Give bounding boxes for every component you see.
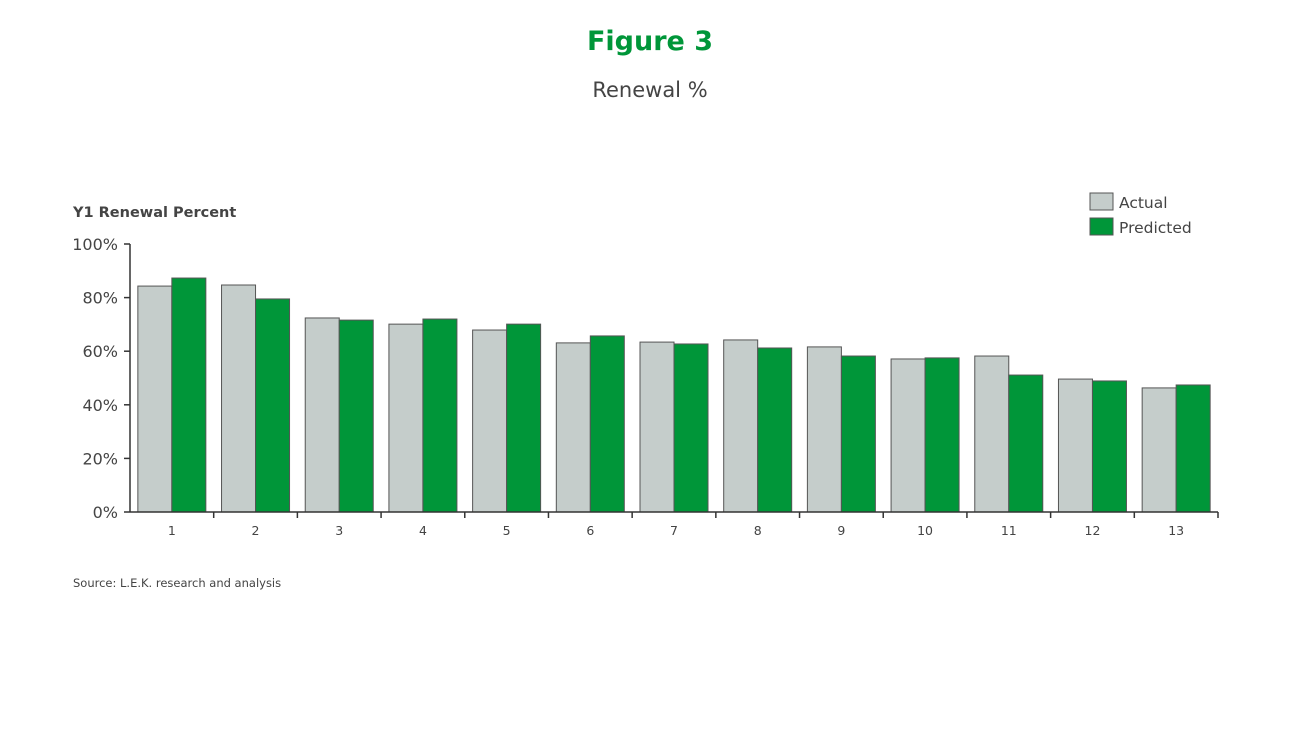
x-tick-label: 4 xyxy=(419,523,427,538)
y-axis-label: Y1 Renewal Percent xyxy=(72,205,236,221)
source-note: Source: L.E.K. research and analysis xyxy=(73,576,282,590)
bar-predicted xyxy=(1008,374,1044,513)
bar-actual xyxy=(1057,378,1093,513)
x-tick-label: 5 xyxy=(503,523,511,538)
bar-actual xyxy=(723,339,759,513)
x-tick-label: 1 xyxy=(168,523,176,538)
figure-title: Figure 3 xyxy=(586,26,714,57)
bar-predicted xyxy=(1091,380,1127,513)
bar-actual xyxy=(221,284,257,513)
x-tick-label: 13 xyxy=(1168,523,1184,538)
y-tick-label: 40% xyxy=(82,396,118,415)
bar-predicted xyxy=(171,277,207,513)
x-tick-label: 6 xyxy=(586,523,594,538)
bar-predicted xyxy=(589,335,625,513)
legend-swatch-actual xyxy=(1089,192,1114,211)
bar-predicted xyxy=(757,347,793,513)
x-tick-label: 2 xyxy=(252,523,260,538)
bar-actual xyxy=(1141,387,1177,513)
y-tick-label: 60% xyxy=(82,342,118,361)
y-tick-label: 20% xyxy=(82,449,118,468)
bar-predicted xyxy=(506,323,542,513)
bar-actual xyxy=(890,358,926,513)
y-tick-label: 0% xyxy=(93,503,118,522)
bar-actual xyxy=(304,317,340,513)
bar-actual xyxy=(974,355,1010,513)
bar-predicted xyxy=(255,298,291,513)
x-tick-label: 7 xyxy=(670,523,678,538)
x-tick-label: 11 xyxy=(1001,523,1017,538)
y-tick-label: 80% xyxy=(82,289,118,308)
bar-actual xyxy=(639,341,675,513)
bar-predicted xyxy=(1175,384,1211,513)
y-tick-label: 100% xyxy=(72,235,118,254)
bar-predicted xyxy=(840,355,876,513)
bar-actual xyxy=(555,342,591,513)
chart-subtitle: Renewal % xyxy=(592,78,708,102)
x-tick-label: 8 xyxy=(754,523,762,538)
x-tick-label: 10 xyxy=(917,523,933,538)
x-tick-label: 9 xyxy=(837,523,845,538)
x-tick-label: 3 xyxy=(335,523,343,538)
legend-swatch-predicted xyxy=(1089,217,1114,236)
x-tick-label: 12 xyxy=(1085,523,1101,538)
bar-predicted xyxy=(924,357,960,513)
legend-label-predicted: Predicted xyxy=(1119,219,1192,237)
bar-predicted xyxy=(422,318,458,513)
bar-actual xyxy=(472,329,508,513)
bar-actual xyxy=(806,346,842,513)
bar-actual xyxy=(137,285,173,513)
bar-actual xyxy=(388,323,424,513)
legend-label-actual: Actual xyxy=(1119,194,1168,212)
bar-predicted xyxy=(673,343,709,513)
bar-predicted xyxy=(338,319,374,513)
